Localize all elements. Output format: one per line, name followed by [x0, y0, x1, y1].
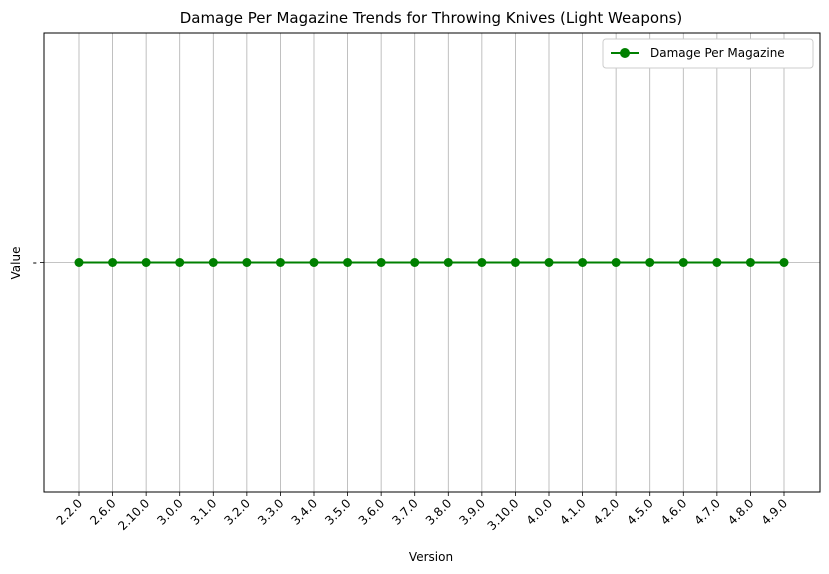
data-point	[376, 258, 386, 267]
x-tick-label: 3.5.0	[322, 496, 353, 527]
series-markers	[74, 258, 789, 267]
x-tick-label: 4.8.0	[725, 496, 756, 527]
x-tick-label: 4.2.0	[591, 496, 622, 527]
x-tick-label: 3.10.0	[485, 496, 522, 533]
chart-title: Damage Per Magazine Trends for Throwing …	[180, 9, 683, 27]
data-point	[510, 258, 520, 267]
data-point	[578, 258, 588, 267]
y-tick-label: -	[33, 256, 37, 270]
data-point	[275, 258, 285, 267]
y-axis-label: Value	[9, 247, 23, 280]
data-point	[645, 258, 655, 267]
x-tick-label: 3.3.0	[255, 496, 286, 527]
x-tick-label: 2.10.0	[115, 496, 152, 533]
legend: Damage Per Magazine	[602, 38, 814, 69]
data-point	[141, 258, 151, 267]
x-tick-label: 3.0.0	[154, 496, 185, 527]
x-tick-label: 3.2.0	[221, 496, 252, 527]
data-point	[108, 258, 118, 267]
x-tick-label: 3.1.0	[188, 496, 219, 527]
data-point	[242, 258, 252, 267]
data-point	[477, 258, 487, 267]
data-point	[208, 258, 218, 267]
data-point	[611, 258, 621, 267]
data-point	[74, 258, 84, 267]
x-tick-label: 3.6.0	[356, 496, 387, 527]
data-point	[175, 258, 185, 267]
x-tick-label: 4.7.0	[691, 496, 722, 527]
x-tick-label: 4.0.0	[524, 496, 555, 527]
x-tick-label: 4.6.0	[658, 496, 689, 527]
legend-marker-swatch	[620, 48, 630, 58]
data-point	[712, 258, 722, 267]
data-point	[745, 258, 755, 267]
data-point	[410, 258, 420, 267]
x-tick-label: 4.9.0	[759, 496, 790, 527]
data-point	[678, 258, 688, 267]
y-ticks: -	[33, 256, 44, 270]
legend-box	[602, 38, 814, 69]
x-axis-label: Version	[409, 550, 453, 564]
x-tick-label: 3.7.0	[389, 496, 420, 527]
legend-label: Damage Per Magazine	[650, 46, 785, 60]
data-point	[544, 258, 554, 267]
data-point	[779, 258, 789, 267]
data-point	[343, 258, 353, 267]
x-tick-label: 3.9.0	[456, 496, 487, 527]
data-point	[443, 258, 453, 267]
x-tick-label: 4.1.0	[557, 496, 588, 527]
x-ticks: 2.2.0 2.6.02.10.0 3.0.0 3.1.0 3.2.0 3.3.0 3.4.…	[54, 492, 790, 533]
x-tick-label: 2.6.0	[87, 496, 118, 527]
data-point	[309, 258, 319, 267]
x-tick-label: 4.5.0	[624, 496, 655, 527]
x-tick-label: 2.2.0	[54, 496, 85, 527]
x-tick-label: 3.4.0	[289, 496, 320, 527]
x-tick-label: 3.8.0	[423, 496, 454, 527]
